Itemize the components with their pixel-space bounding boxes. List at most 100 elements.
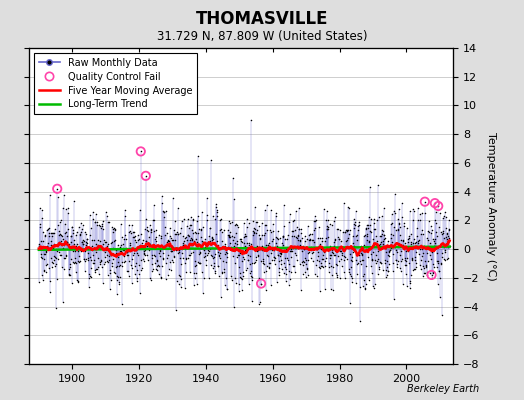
Point <box>123 252 132 259</box>
Point <box>243 216 251 222</box>
Point <box>188 237 196 244</box>
Point <box>299 242 308 249</box>
Point <box>288 248 296 254</box>
Point <box>284 245 292 252</box>
Point <box>63 225 72 232</box>
Point <box>402 258 410 264</box>
Point <box>242 247 250 254</box>
Point <box>161 208 170 214</box>
Point <box>121 232 129 238</box>
Point <box>101 259 109 265</box>
Point <box>218 229 226 235</box>
Point <box>348 254 356 260</box>
Point <box>354 259 362 266</box>
Point <box>36 238 45 244</box>
Point <box>382 267 390 273</box>
Point <box>399 237 407 244</box>
Point <box>332 246 340 253</box>
Point <box>189 216 197 223</box>
Point <box>235 252 244 258</box>
Point <box>217 226 225 232</box>
Point <box>161 232 169 238</box>
Point <box>335 258 343 264</box>
Point <box>290 233 298 240</box>
Point <box>432 250 441 256</box>
Point <box>297 244 305 250</box>
Point <box>271 261 279 267</box>
Point <box>321 238 330 244</box>
Point <box>83 257 92 263</box>
Point <box>396 252 405 258</box>
Point <box>434 203 442 209</box>
Point <box>264 242 272 248</box>
Point <box>301 255 309 261</box>
Point <box>225 231 233 238</box>
Point <box>438 312 446 318</box>
Point <box>329 252 337 258</box>
Point <box>373 257 381 264</box>
Point <box>186 236 194 243</box>
Point <box>362 226 370 232</box>
Point <box>147 228 155 235</box>
Point <box>172 278 181 285</box>
Point <box>406 280 414 286</box>
Point <box>43 243 51 250</box>
Point <box>215 273 224 279</box>
Point <box>92 241 100 247</box>
Point <box>250 260 258 266</box>
Point <box>345 231 353 238</box>
Point <box>430 240 439 246</box>
Point <box>49 230 57 236</box>
Point <box>152 237 160 244</box>
Point <box>365 277 373 283</box>
Point <box>312 217 321 223</box>
Point <box>369 282 377 289</box>
Point <box>433 260 442 266</box>
Point <box>175 272 183 278</box>
Point <box>429 235 438 242</box>
Point <box>231 275 239 282</box>
Point <box>370 226 379 232</box>
Point <box>69 226 78 233</box>
Point <box>310 218 319 224</box>
Point <box>392 257 401 264</box>
Point <box>96 238 105 244</box>
Y-axis label: Temperature Anomaly (°C): Temperature Anomaly (°C) <box>486 132 496 280</box>
Point <box>419 273 428 279</box>
Point <box>176 230 184 236</box>
Point <box>387 231 396 237</box>
Point <box>71 248 79 254</box>
Point <box>88 236 96 243</box>
Point <box>93 222 101 228</box>
Point <box>427 256 435 262</box>
Point <box>160 224 169 231</box>
Point <box>417 266 425 272</box>
Point <box>293 231 302 238</box>
Point <box>259 268 268 275</box>
Point <box>336 245 344 251</box>
Point <box>414 205 422 212</box>
Point <box>363 230 371 237</box>
Point <box>399 281 408 287</box>
Point <box>350 221 358 228</box>
Point <box>82 239 90 246</box>
Point <box>195 250 203 257</box>
Point <box>279 233 287 240</box>
Point <box>299 258 308 264</box>
Point <box>79 221 88 228</box>
Point <box>111 270 119 276</box>
Point <box>297 229 305 236</box>
Point <box>444 226 453 233</box>
Point <box>242 246 250 252</box>
Point <box>121 213 129 220</box>
Point <box>415 237 423 244</box>
Point <box>411 249 420 255</box>
Point <box>217 270 226 276</box>
Point <box>89 209 97 216</box>
Point <box>383 258 391 264</box>
Point <box>119 241 127 247</box>
Point <box>97 258 105 264</box>
Point <box>254 253 262 260</box>
Point <box>157 274 165 280</box>
Point <box>110 268 118 275</box>
